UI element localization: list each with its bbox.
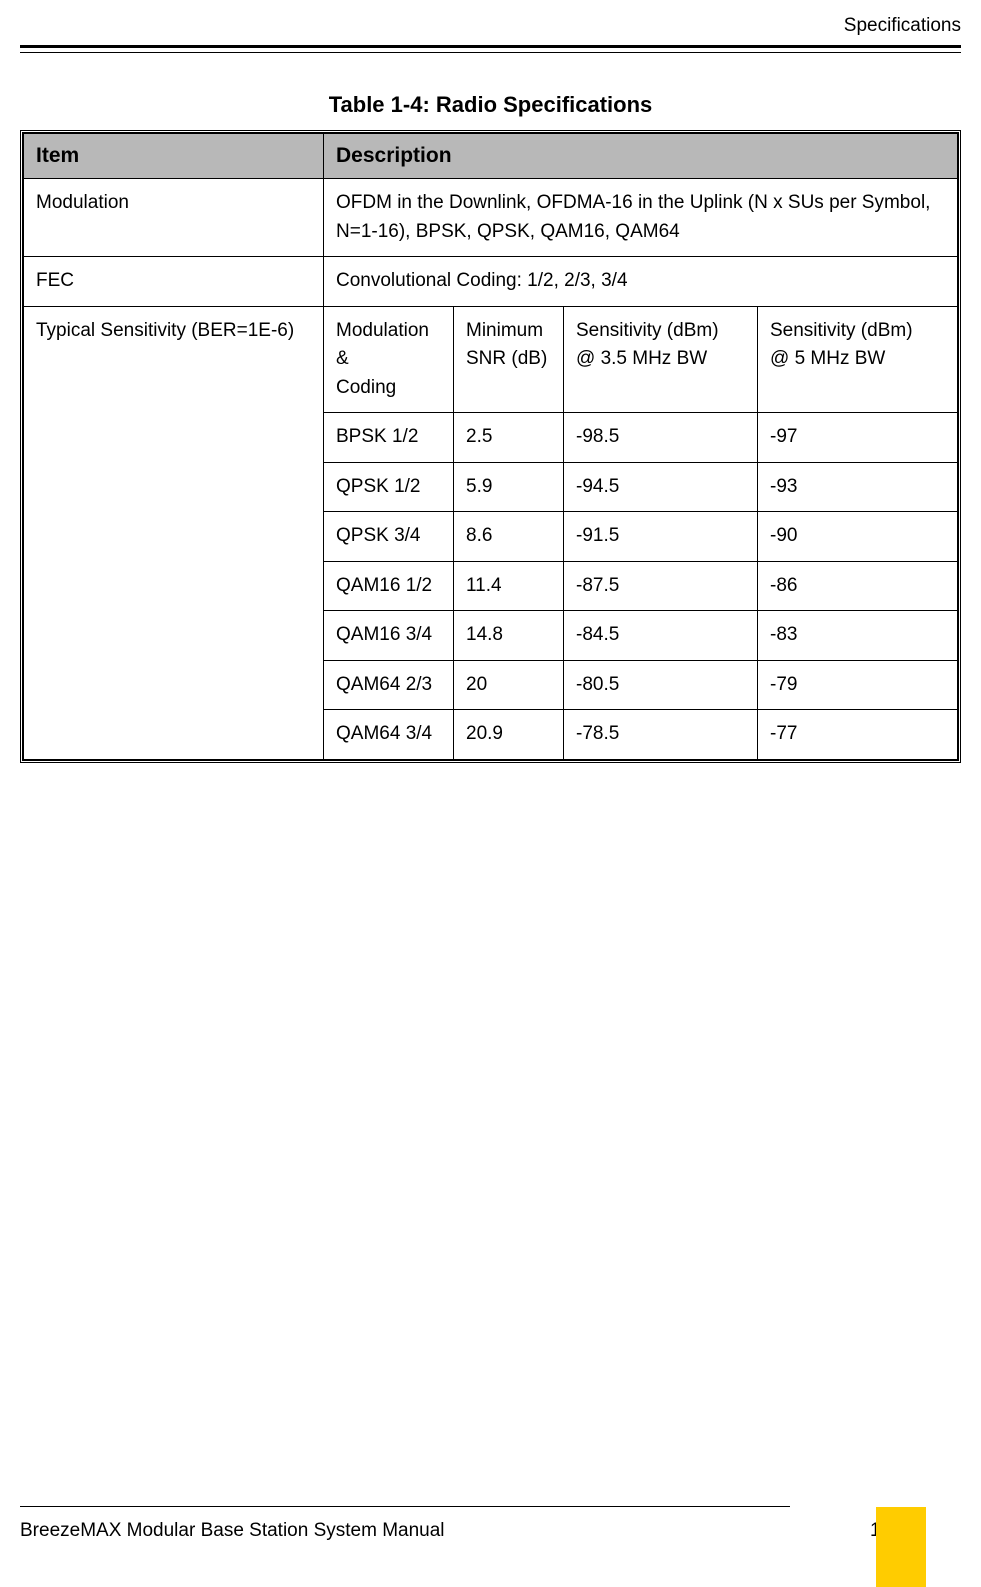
- text: Minimum: [466, 320, 543, 341]
- cell-s35: -84.5: [564, 611, 758, 661]
- table-row-nested-header: Typical Sensitivity (BER=1E-6) Modulatio…: [24, 306, 958, 413]
- footer-accent-bar: [876, 1507, 926, 1587]
- text: @ 3.5 MHz BW: [576, 348, 707, 369]
- cell-mod: BPSK 1/2: [324, 413, 454, 463]
- text: Sensitivity (dBm): [576, 320, 719, 341]
- cell-snr: 11.4: [454, 561, 564, 611]
- cell-mod: QAM16 1/2: [324, 561, 454, 611]
- cell-s35: -91.5: [564, 512, 758, 562]
- cell-s5: -79: [758, 660, 958, 710]
- table-header-row: Item Description: [24, 134, 958, 179]
- text: SNR (dB): [466, 348, 547, 369]
- page-header-section: Specifications: [844, 15, 961, 37]
- cell-snr: 2.5: [454, 413, 564, 463]
- cell-snr: 8.6: [454, 512, 564, 562]
- cell-snr: 14.8: [454, 611, 564, 661]
- cell-s5: -90: [758, 512, 958, 562]
- cell-item: FEC: [24, 257, 324, 307]
- cell-item: Modulation: [24, 179, 324, 257]
- table-row: Modulation OFDM in the Downlink, OFDMA-1…: [24, 179, 958, 257]
- cell-s35: -87.5: [564, 561, 758, 611]
- cell-mod: QAM64 2/3: [324, 660, 454, 710]
- col-header-description: Description: [324, 134, 958, 179]
- text: Coding: [336, 377, 396, 398]
- cell-mod: QPSK 3/4: [324, 512, 454, 562]
- cell-s35: -94.5: [564, 462, 758, 512]
- nested-header-cell: Minimum SNR (dB): [454, 306, 564, 413]
- cell-s35: -80.5: [564, 660, 758, 710]
- cell-s5: -97: [758, 413, 958, 463]
- header-rule-thin: [20, 52, 961, 53]
- cell-desc: Convolutional Coding: 1/2, 2/3, 3/4: [324, 257, 958, 307]
- cell-s5: -77: [758, 710, 958, 760]
- text: Sensitivity (dBm): [770, 320, 913, 341]
- header-rule-thick: [20, 45, 961, 48]
- nested-header-cell: Sensitivity (dBm) @ 5 MHz BW: [758, 306, 958, 413]
- cell-mod: QAM64 3/4: [324, 710, 454, 760]
- cell-s35: -98.5: [564, 413, 758, 463]
- nested-header-cell: Modulation & Coding: [324, 306, 454, 413]
- text: @ 5 MHz BW: [770, 348, 885, 369]
- footer-manual-title: BreezeMAX Modular Base Station System Ma…: [20, 1520, 445, 1542]
- cell-s5: -83: [758, 611, 958, 661]
- cell-snr: 5.9: [454, 462, 564, 512]
- footer-rule: [20, 1506, 790, 1507]
- cell-desc: OFDM in the Downlink, OFDMA-16 in the Up…: [324, 179, 958, 257]
- table-row: FEC Convolutional Coding: 1/2, 2/3, 3/4: [24, 257, 958, 307]
- cell-snr: 20.9: [454, 710, 564, 760]
- cell-mod: QPSK 1/2: [324, 462, 454, 512]
- spec-table: Item Description Modulation OFDM in the …: [23, 133, 958, 760]
- col-header-item: Item: [24, 134, 324, 179]
- cell-item: Typical Sensitivity (BER=1E-6): [24, 306, 324, 759]
- cell-mod: QAM16 3/4: [324, 611, 454, 661]
- cell-s5: -93: [758, 462, 958, 512]
- spec-table-wrapper: Item Description Modulation OFDM in the …: [20, 130, 961, 763]
- nested-header-cell: Sensitivity (dBm) @ 3.5 MHz BW: [564, 306, 758, 413]
- cell-snr: 20: [454, 660, 564, 710]
- text: Modulation &: [336, 320, 429, 370]
- table-title: Table 1-4: Radio Specifications: [0, 92, 981, 118]
- cell-s5: -86: [758, 561, 958, 611]
- cell-s35: -78.5: [564, 710, 758, 760]
